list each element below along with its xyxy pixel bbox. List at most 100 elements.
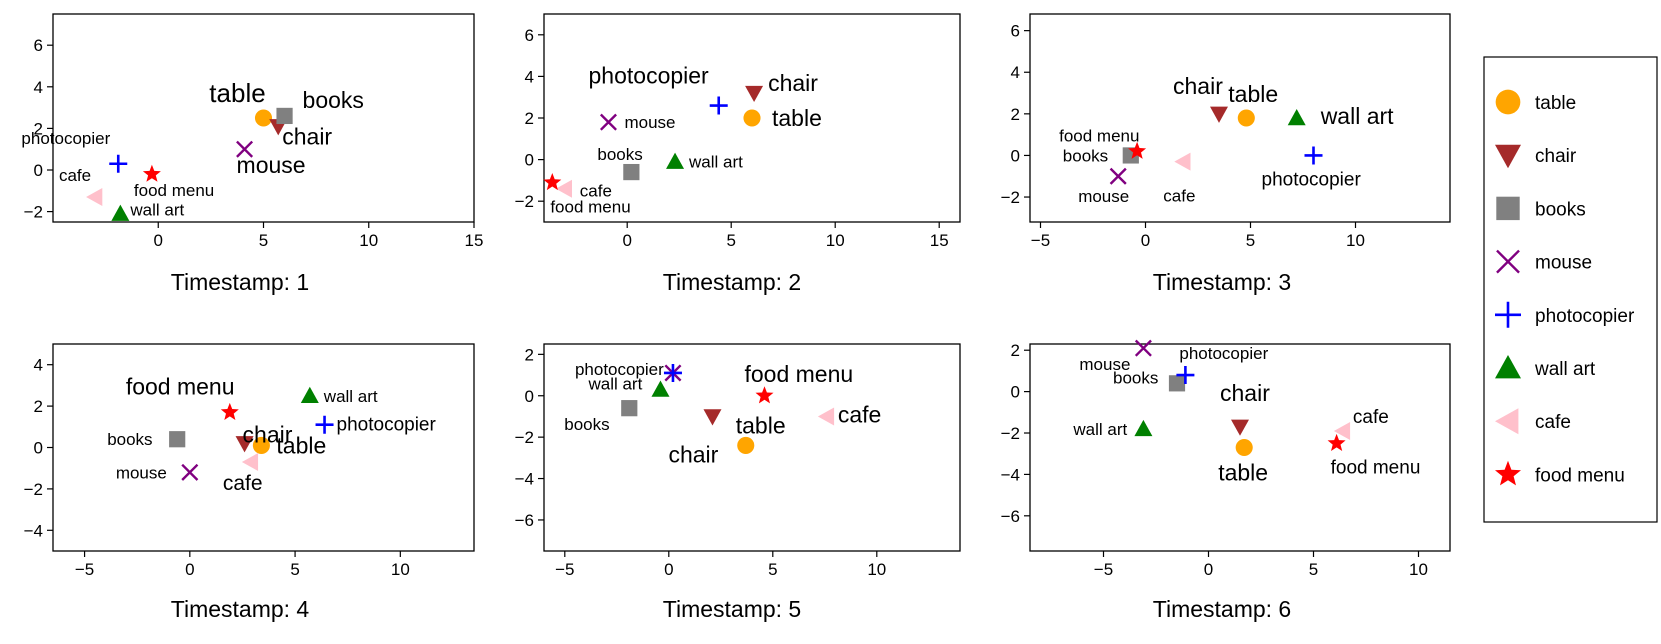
y-tick-label: −4 — [1001, 465, 1020, 484]
legend-item-chair: chair — [1495, 144, 1577, 169]
point-label-books: books — [1063, 146, 1108, 165]
books-marker — [276, 107, 293, 125]
photocopier-marker — [709, 96, 728, 115]
y-tick-label: −4 — [515, 470, 534, 489]
legend-item-table: table — [1495, 89, 1576, 115]
mouse-marker — [599, 113, 617, 131]
point-table: table — [1228, 81, 1278, 127]
food-menu-marker — [220, 402, 239, 420]
point-label-wall-art: wall art — [587, 375, 642, 394]
point-label-chair: chair — [668, 441, 718, 467]
point-chair: chair — [1220, 380, 1270, 436]
y-tick-label: 0 — [525, 387, 534, 406]
table-marker — [1237, 109, 1255, 127]
point-label-books: books — [107, 430, 152, 449]
point-label-wall-art: wall art — [1320, 103, 1394, 129]
legend-label-cafe: cafe — [1535, 412, 1571, 433]
point-cafe: cafe — [1163, 152, 1195, 206]
chair-marker — [235, 436, 254, 453]
x-tick-label: 15 — [930, 231, 949, 250]
panel-title: Timestamp: 2 — [663, 269, 801, 295]
x-tick-label: 0 — [1141, 231, 1150, 250]
y-tick-label: −6 — [515, 511, 534, 530]
point-label-mouse: mouse — [237, 152, 306, 178]
point-cafe: cafe — [555, 179, 612, 201]
point-label-mouse: mouse — [1078, 187, 1129, 206]
point-label-chair: chair — [282, 123, 332, 149]
chair-marker — [703, 409, 722, 426]
x-tick-label: 0 — [664, 560, 673, 579]
wall-art-marker — [1134, 419, 1153, 437]
legend-item-wall-art: wall art — [1495, 355, 1596, 380]
x-tick-label: −5 — [555, 560, 574, 579]
panel-title: Timestamp: 1 — [171, 269, 309, 295]
point-label-photocopier: photocopier — [589, 63, 710, 89]
photocopier-marker — [1304, 146, 1323, 165]
x-tick-label: 0 — [154, 231, 163, 250]
photocopier-marker — [315, 415, 334, 434]
point-label-food-menu: food menu — [550, 197, 630, 216]
point-label-food-menu: food menu — [134, 181, 214, 200]
point-books: books — [597, 145, 643, 181]
cafe-marker — [241, 452, 259, 471]
legend-label-books: books — [1535, 199, 1586, 220]
y-tick-label: 0 — [525, 151, 534, 170]
point-books: books — [564, 400, 638, 434]
legend-label-photocopier: photocopier — [1535, 306, 1635, 327]
point-photocopier: photocopier — [21, 129, 128, 173]
books-marker — [1496, 196, 1520, 221]
chair-marker — [745, 85, 764, 103]
point-table: table — [252, 432, 326, 458]
legend-frame — [1483, 56, 1658, 523]
point-label-books: books — [1113, 368, 1158, 387]
y-tick-label: −6 — [1001, 507, 1020, 526]
y-tick-label: −2 — [515, 428, 534, 447]
x-tick-label: 10 — [867, 560, 886, 579]
point-table: table — [209, 78, 273, 127]
panel-title: Timestamp: 6 — [1153, 596, 1291, 622]
food-menu-marker — [543, 173, 562, 191]
point-label-mouse: mouse — [1079, 355, 1130, 374]
legend-label-chair: chair — [1535, 146, 1577, 167]
point-wall-art: wall art — [300, 386, 378, 406]
food-menu-marker — [1128, 141, 1147, 159]
mouse-marker — [1134, 339, 1152, 357]
food-menu-marker — [142, 164, 161, 182]
point-wall-art: wall art — [1287, 103, 1394, 129]
panel-timestamp-2: 0 5 10 15 −2 0 2 4 6 table chair books mouse photocop… — [515, 13, 961, 295]
mouse-marker — [236, 140, 254, 158]
point-table: table — [743, 105, 822, 131]
point-label-table: table — [276, 432, 326, 458]
point-cafe: cafe — [817, 401, 881, 427]
point-label-table: table — [772, 105, 822, 131]
y-tick-label: 2 — [525, 109, 534, 128]
point-label-wall-art: wall art — [1072, 420, 1127, 439]
legend: table chair books mouse photocopier wall art c… — [1483, 56, 1658, 523]
point-food-menu: food menu — [126, 373, 239, 420]
point-books: books — [1113, 368, 1186, 392]
point-label-photocopier: photocopier — [1179, 344, 1268, 363]
legend-label-mouse: mouse — [1535, 253, 1592, 274]
y-tick-label: −4 — [24, 521, 43, 540]
x-tick-label: 5 — [768, 560, 777, 579]
y-tick-label: −2 — [1001, 188, 1020, 207]
cafe-marker — [86, 188, 103, 207]
y-tick-label: 2 — [34, 397, 43, 416]
point-chair: chair — [269, 119, 332, 149]
y-tick-label: 4 — [34, 356, 43, 375]
point-mouse: mouse — [116, 463, 199, 482]
point-label-cafe: cafe — [59, 166, 91, 185]
axes-frame — [543, 343, 961, 552]
point-label-books: books — [564, 415, 609, 434]
y-tick-label: −2 — [24, 203, 43, 222]
photocopier-marker — [109, 154, 128, 173]
point-cafe: cafe — [223, 452, 263, 495]
legend-item-photocopier: photocopier — [1495, 301, 1635, 328]
point-books: books — [107, 430, 186, 449]
y-tick-label: 2 — [1011, 341, 1020, 360]
books-marker — [1168, 375, 1186, 392]
mouse-marker — [1496, 249, 1520, 274]
y-tick-label: 2 — [34, 119, 43, 138]
table-marker — [737, 436, 755, 454]
